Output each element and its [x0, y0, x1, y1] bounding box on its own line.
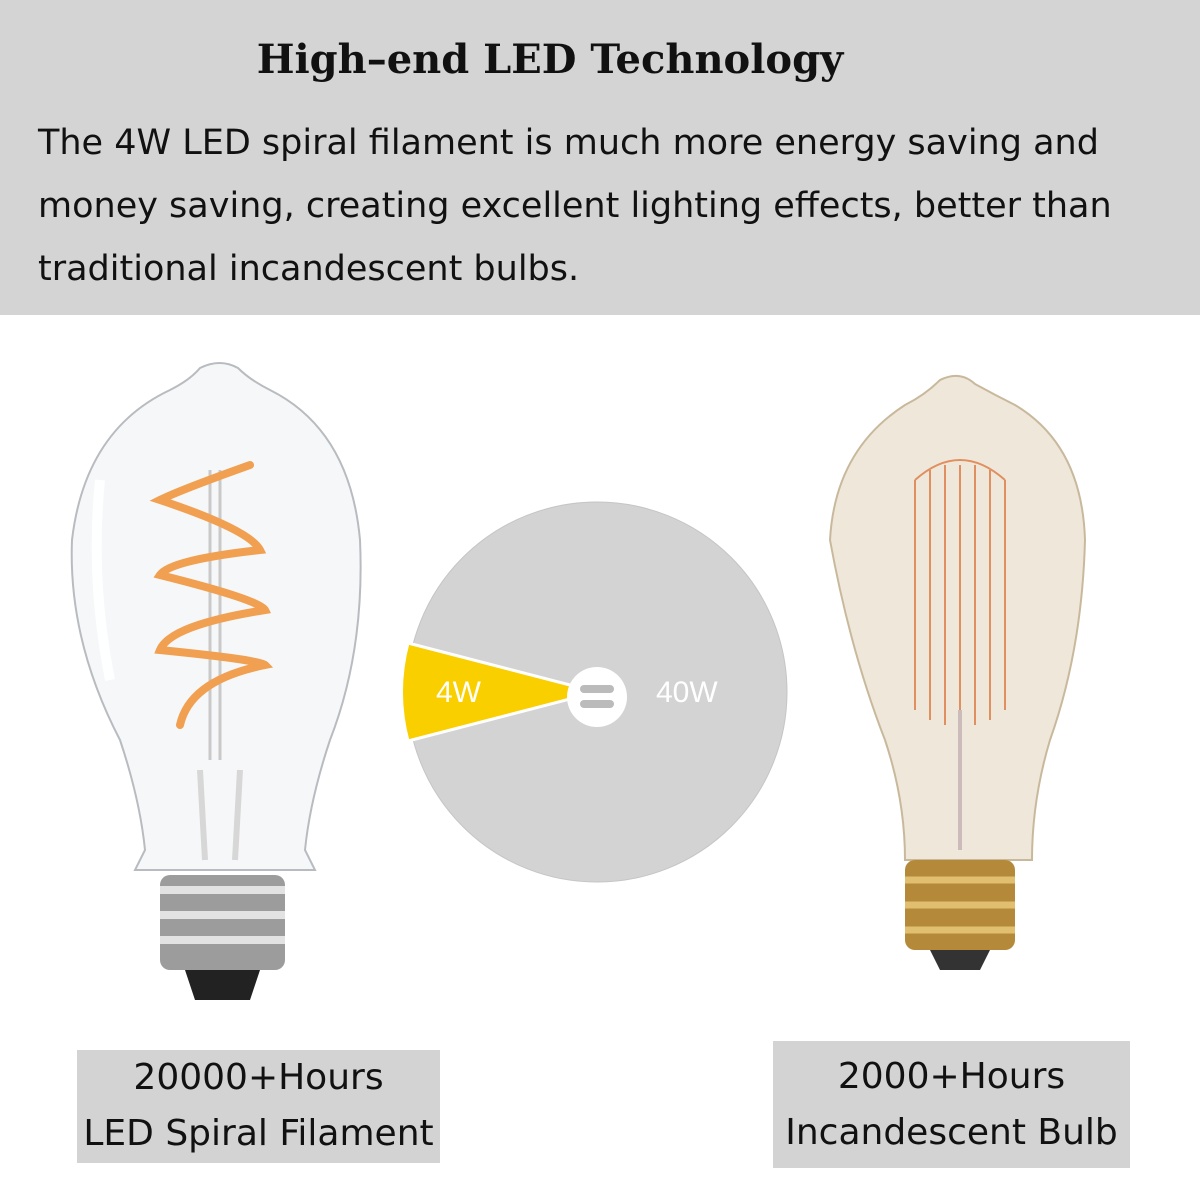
equals-icon	[567, 667, 627, 727]
incandescent-bulb-image	[828, 374, 1087, 970]
led-wattage-label: 4W	[436, 676, 482, 709]
incandescent-bulb-caption: 2000+Hours Incandescent Bulb	[773, 1041, 1130, 1168]
led-bulb-caption: 20000+Hours LED Spiral Filament	[77, 1050, 440, 1163]
led-bulb-image	[70, 362, 362, 1000]
incandescent-hours: 2000+Hours	[837, 1056, 1066, 1097]
header-banner: High–end LED Technology The 4W LED spira…	[0, 0, 1200, 315]
wattage-comparison-chart: 4W 40W	[400, 501, 788, 883]
description: The 4W LED spiral filament is much more …	[38, 123, 1112, 289]
incandescent-wattage-label: 40W	[656, 676, 718, 709]
led-hours: 20000+Hours	[133, 1057, 384, 1098]
led-bulb-name: LED Spiral Filament	[83, 1113, 434, 1154]
incandescent-bulb-name: Incandescent Bulb	[785, 1112, 1118, 1153]
page-title: High–end LED Technology	[256, 36, 844, 83]
led-wattage-wedge	[400, 641, 603, 743]
